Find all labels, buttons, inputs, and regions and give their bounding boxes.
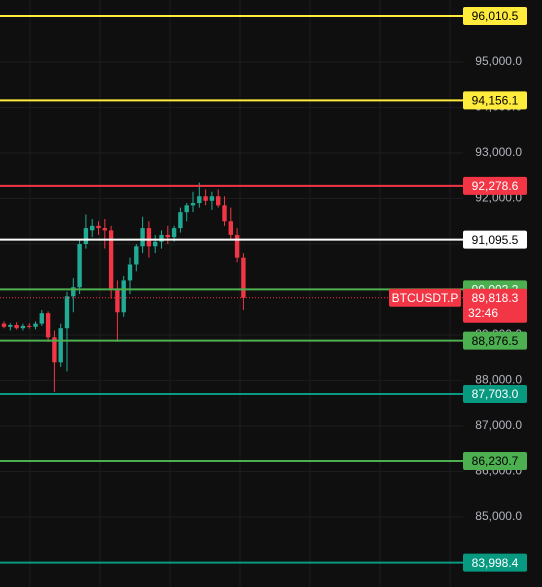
level-badge <box>463 331 527 350</box>
level-label: 91,095.5 <box>472 233 519 247</box>
level-badge <box>463 553 527 572</box>
candle-body <box>77 244 82 288</box>
level-label: 96,010.5 <box>472 9 519 23</box>
candle-body <box>241 257 246 298</box>
candle-body <box>234 234 240 258</box>
last-price-label: 89,818.3 <box>472 291 519 305</box>
candle-body <box>216 196 221 206</box>
level-badge <box>463 230 527 249</box>
candle-body <box>209 196 215 201</box>
level-label: 87,703.0 <box>472 387 519 401</box>
candle-body <box>222 205 227 222</box>
candle-body <box>184 205 189 213</box>
symbol-badge <box>389 288 461 307</box>
candle-body <box>171 228 177 238</box>
candle-body <box>134 246 139 265</box>
candle-body <box>14 325 19 329</box>
candle-body <box>197 196 202 204</box>
level-badge <box>463 176 527 195</box>
candle-body <box>115 289 120 313</box>
y-tick-label: 85,000.0 <box>475 509 522 523</box>
candle-body <box>178 212 183 229</box>
candle-body <box>146 228 152 247</box>
candle-body <box>20 325 26 329</box>
y-tick-label: 87,000.0 <box>475 418 522 432</box>
candle-body <box>108 230 114 290</box>
candle-body <box>228 221 233 235</box>
candle-body <box>64 296 70 329</box>
level-label: 88,876.5 <box>472 334 519 348</box>
countdown-label: 32:46 <box>468 306 498 320</box>
candle-body <box>45 313 51 338</box>
candle-body <box>153 241 158 247</box>
candle-body <box>27 325 32 327</box>
candle-body <box>58 328 63 363</box>
candle-body <box>190 203 196 206</box>
candle-body <box>83 228 89 245</box>
level-badge <box>463 385 527 404</box>
level-badge <box>463 452 527 471</box>
y-tick-label: 95,000.0 <box>475 54 522 68</box>
candle-body <box>121 280 126 313</box>
candle-body <box>33 323 38 327</box>
candle-body <box>96 225 101 229</box>
candle-body <box>71 287 76 297</box>
symbol-label: BTCUSDT.P <box>392 291 459 305</box>
candle-body <box>140 228 145 247</box>
last-price-badge <box>463 288 527 323</box>
candle-body <box>165 234 170 238</box>
level-label: 83,998.4 <box>472 556 519 570</box>
candle-body <box>90 225 95 231</box>
level-label: 94,156.1 <box>472 94 519 108</box>
candle-body <box>1 323 7 327</box>
candle-body <box>39 313 44 324</box>
candle-body <box>159 234 164 242</box>
level-label: 86,230.7 <box>472 454 519 468</box>
candle-body <box>203 196 208 201</box>
level-label: 92,278.6 <box>472 179 519 193</box>
candle-body <box>127 264 133 281</box>
candle-body <box>52 337 57 363</box>
candle-body <box>8 325 13 327</box>
level-badge <box>463 91 527 110</box>
y-tick-label: 88,000.0 <box>475 373 522 387</box>
level-badge <box>463 7 527 26</box>
y-tick-label: 93,000.0 <box>475 145 522 159</box>
candle-body <box>102 228 107 231</box>
